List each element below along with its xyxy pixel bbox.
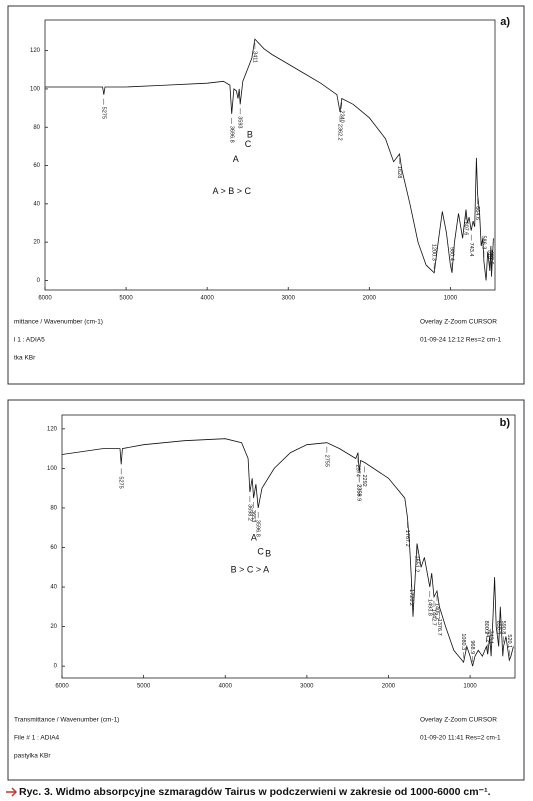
peak-label: 2374	[355, 465, 361, 477]
peak-label: 3596.8	[255, 520, 261, 537]
y-tick-label: 80	[50, 506, 57, 512]
peak-label: 3698.2	[246, 504, 252, 521]
x-tick-label: 1000	[463, 684, 477, 690]
footer-left: mittance / Wavenumber (cm-1)	[14, 319, 103, 326]
y-tick-label: 0	[37, 278, 41, 284]
caption: Ryc. 3. Widmo absorpcyjne szmaragdów Tai…	[19, 786, 491, 798]
peak-label: 3593	[237, 116, 243, 128]
y-tick-label: 60	[33, 163, 40, 169]
peak-label: 800.2	[483, 621, 489, 635]
peak-label: 2359	[356, 484, 362, 496]
peak-label: 1767.2	[404, 530, 410, 547]
x-tick-label: 3000	[300, 684, 314, 690]
y-tick-label: 100	[30, 87, 41, 93]
peak-label: 3653	[250, 510, 256, 522]
peak-label: 743.1	[488, 630, 494, 644]
peak-label: 5275	[100, 107, 106, 119]
y-tick-label: 40	[33, 201, 40, 207]
y-tick-label: 40	[50, 585, 57, 591]
footer-left: Transmittance / Wavenumber (cm-1)	[14, 717, 119, 724]
panel-frame	[7, 5, 525, 385]
peak-label: 1651.2	[414, 556, 420, 573]
peak-label: 1493.8	[426, 599, 432, 616]
peak-label: 590.8	[500, 621, 506, 635]
plot-frame	[61, 414, 516, 679]
peak-label: 664.6	[474, 206, 480, 220]
peak-label: 2340	[338, 111, 344, 123]
panel-label: b)	[500, 417, 511, 429]
peak-label: 3696.8	[228, 126, 234, 143]
peak-label: 513	[486, 250, 492, 259]
x-tick-label: 1000	[444, 296, 458, 302]
x-tick-label: 2000	[363, 296, 377, 302]
peak-label: 5275	[118, 476, 124, 488]
peak-label: 1442.7	[431, 609, 437, 626]
peak-label: 2362.2	[337, 124, 343, 141]
peak-label: 3411	[251, 51, 257, 63]
peak-label: 1405.7	[434, 603, 440, 620]
footer-right: 01-09-24 12:12 Res=2 cm-1	[420, 337, 502, 344]
panel-frame	[7, 399, 525, 781]
peak-label: 1720.2	[408, 589, 414, 606]
y-tick-label: 20	[33, 240, 40, 246]
y-tick-label: 20	[50, 624, 57, 630]
peak-label: 1376.7	[436, 619, 442, 636]
x-tick-label: 3000	[282, 296, 296, 302]
footer-right: Overlay Z-Zoom CURSOR	[420, 717, 497, 724]
footer-left: tka KBr	[14, 355, 36, 362]
peak-label: 743.4	[468, 243, 474, 257]
x-tick-label: 6000	[38, 296, 52, 302]
peak-label: 520.1	[506, 634, 512, 648]
x-tick-label: 4000	[200, 296, 214, 302]
footer-left: File # 1 : ADIA4	[14, 735, 60, 742]
peak-label: 650.3	[495, 621, 501, 635]
peak-label: 968.9	[469, 640, 475, 654]
order-note: B > C > A	[231, 564, 270, 574]
footer-right: 01-09-20 11:41 Res=2 cm-1	[420, 735, 501, 742]
caption-arrow	[6, 787, 18, 797]
x-tick-label: 5000	[119, 296, 133, 302]
peak-letter: A	[233, 154, 239, 164]
peak-label: 586.3	[480, 236, 486, 250]
spectrum-line	[45, 38, 494, 281]
footer-left: pastylka KBr	[14, 753, 51, 760]
peak-label: 492.6	[488, 251, 494, 265]
x-tick-label: 6000	[55, 684, 69, 690]
y-tick-label: 120	[47, 426, 58, 432]
peak-letter: B	[247, 130, 253, 140]
peak-label: 2755	[323, 455, 329, 467]
y-tick-label: 0	[54, 664, 58, 670]
peak-label: 807.6	[463, 222, 469, 236]
x-tick-label: 5000	[137, 684, 151, 690]
x-tick-label: 4000	[219, 684, 233, 690]
peak-label: 1628	[396, 166, 402, 178]
peak-letter: A	[251, 532, 257, 542]
peak-label: 784.2	[484, 629, 490, 643]
footer-right: Overlay Z-Zoom CURSOR	[420, 319, 497, 326]
peak-letter: C	[245, 139, 252, 149]
spectrum-line	[61, 438, 514, 667]
peak-letter: C	[257, 546, 264, 556]
peak-letter: B	[265, 548, 271, 558]
y-tick-label: 60	[50, 545, 57, 551]
peak-label: 980.4	[449, 247, 455, 261]
y-tick-label: 120	[30, 48, 41, 54]
y-tick-label: 100	[47, 466, 58, 472]
order-note: A > B > C	[212, 186, 251, 196]
peak-label: 1080.3	[460, 633, 466, 650]
peak-label: 2358.9	[356, 484, 362, 501]
x-tick-label: 2000	[382, 684, 396, 690]
peak-label: 1200.3	[431, 244, 437, 261]
peak-label: 2292	[361, 474, 367, 486]
y-tick-label: 80	[33, 125, 40, 131]
footer-left: l 1 : ADIA5	[14, 337, 45, 344]
panel-label: a)	[500, 16, 510, 28]
plot-frame	[44, 19, 496, 291]
